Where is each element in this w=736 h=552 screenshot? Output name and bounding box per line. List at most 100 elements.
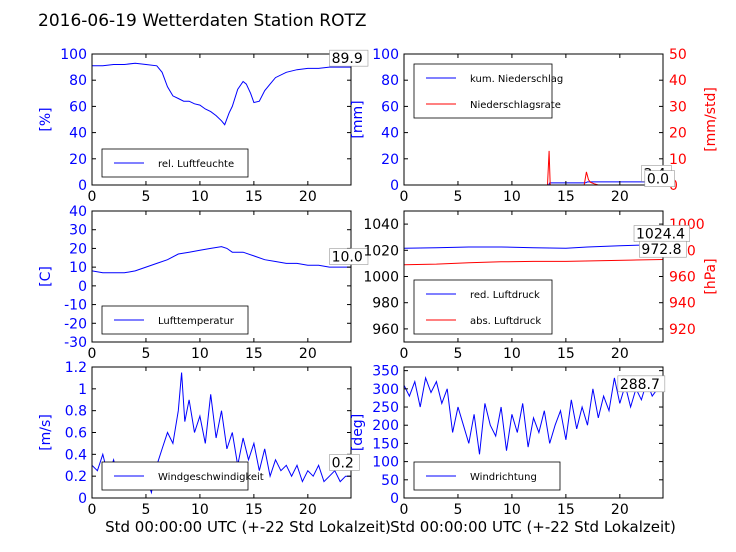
chart-pressure: 0510152096098010001020104092094096098010… <box>363 210 719 362</box>
y-tick-label: 0 <box>78 178 87 194</box>
legend-label: rel. Luftfeuchte <box>158 159 234 170</box>
y-tick-label: 350 <box>372 364 399 380</box>
y-tick-label: 40 <box>69 204 87 220</box>
series-line-pressure-0 <box>404 243 663 249</box>
x-tick-label: 0 <box>400 189 409 205</box>
plot-frame-humidity <box>91 53 352 186</box>
annotation-value: 972.8 <box>641 242 681 258</box>
y2-tick-label: 20 <box>669 126 687 142</box>
x-tick-label: 20 <box>611 346 629 362</box>
y-tick-label: 1.2 <box>65 360 87 376</box>
x-tick-label: 15 <box>557 189 575 205</box>
y-tick-label: 0 <box>390 178 399 194</box>
legend-label: Windrichtung <box>470 472 537 483</box>
series-line-precip-0 <box>404 181 663 185</box>
y-tick-label: 1 <box>78 382 87 398</box>
x-tick-label: 5 <box>141 346 150 362</box>
legend-box-precip <box>413 63 553 119</box>
annotation-box <box>329 454 360 471</box>
series-line-winddir-0 <box>404 376 663 455</box>
x-tick-label: 0 <box>400 346 409 362</box>
x-tick-label: 15 <box>245 502 263 518</box>
annotation-value: 10.0 <box>332 250 363 266</box>
x-tick-label: 15 <box>245 189 263 205</box>
y2-tick-label: 920 <box>669 322 696 338</box>
y2-axis-label-pressure: [hPa] <box>703 258 719 294</box>
legend-label: Lufttemperatur <box>158 316 235 327</box>
y-tick-label: -10 <box>64 298 87 314</box>
y-tick-label: 40 <box>381 126 399 142</box>
x-tick-label: 10 <box>191 346 209 362</box>
series-line-precip-1 <box>404 150 663 185</box>
y-axis-label-precip: [mm] <box>350 100 366 138</box>
annotation-box <box>644 170 675 187</box>
annotation-box <box>329 248 369 265</box>
series-line-humidity-0 <box>92 62 351 126</box>
y2-axis-label-precip: [mm/std] <box>703 87 719 152</box>
x-tick-label: 0 <box>88 502 97 518</box>
annotation-value: 288.7 <box>620 377 660 393</box>
x-tick-label: 5 <box>453 189 462 205</box>
y-tick-label: 20 <box>381 152 399 168</box>
y2-tick-label: 960 <box>669 270 696 286</box>
chart-precip: 0510152002040608010001020304050[mm][mm/s… <box>350 47 719 205</box>
annotation-value: 0.2 <box>332 455 354 471</box>
annotation-value: 89.9 <box>332 51 363 67</box>
y-tick-label: 100 <box>372 455 399 471</box>
y-tick-label: 100 <box>60 47 87 63</box>
y2-tick-label: 40 <box>669 73 687 89</box>
chart-winddir: 0 5 10 15 20050100150200250300350[deg]Windri… <box>350 364 666 518</box>
x-tick-label: 20 <box>611 502 629 518</box>
y-tick-label: 40 <box>69 126 87 142</box>
x-tick-label: 5 <box>453 346 462 362</box>
y-tick-label: 60 <box>69 99 87 115</box>
annotation-value: 0.0 <box>647 172 669 188</box>
y-tick-label: 1000 <box>363 270 399 286</box>
y-tick-label: -30 <box>64 335 87 351</box>
y2-tick-label: 50 <box>669 47 687 63</box>
y-axis-label-temperature: [C] <box>38 266 54 287</box>
y-tick-label: 0.2 <box>65 469 87 485</box>
x-tick-label: 20 <box>299 502 317 518</box>
y-tick-label: 0.4 <box>65 447 87 463</box>
x-tick-label: 10 <box>503 346 521 362</box>
series-line-pressure-1 <box>404 259 663 266</box>
figure-title: 2016-06-19 Wetterdaten Station ROTZ <box>38 11 372 31</box>
chart-windspeed: 0 5 10 15 20 0 0.2 0.4 0.6 0.8 1 1.2 [m/s] Windgeschw… <box>38 360 360 518</box>
x-tick-label: 15 <box>557 502 575 518</box>
y-tick-label: 20 <box>69 241 87 257</box>
plot-frame-precip <box>403 53 664 186</box>
y-tick-label: 0 <box>78 491 87 507</box>
y2-tick-label: 30 <box>669 99 687 115</box>
x-tick-label: 0 <box>88 346 97 362</box>
x-tick-label: 20 <box>299 189 317 205</box>
annotation-box <box>329 49 369 67</box>
y-tick-label: 0 <box>390 491 399 507</box>
x-tick-label: 10 <box>503 189 521 205</box>
x-axis-label-right: Std 00:00:00 UTC (+-22 Std Lokalzeit) <box>390 518 676 536</box>
x-tick-label: 15 <box>557 346 575 362</box>
x-tick-label: 10 <box>503 502 521 518</box>
y-tick-label: 0 <box>78 279 87 295</box>
x-tick-label: 5 <box>141 189 150 205</box>
plot-frame-winddir <box>403 366 664 499</box>
y2-tick-label: 10 <box>669 152 687 168</box>
legend-label: Windgeschwindigkeit <box>158 472 264 483</box>
legend-box-pressure <box>413 279 553 335</box>
x-tick-label: 10 <box>191 189 209 205</box>
legend-label: red. Luftdruck <box>470 290 540 301</box>
y-tick-label: 300 <box>372 382 399 398</box>
x-tick-label: 20 <box>611 189 629 205</box>
y-tick-label: 960 <box>372 322 399 338</box>
y-tick-label: 50 <box>381 473 399 489</box>
y-axis-label-humidity: [%] <box>38 107 54 131</box>
x-tick-label: 0 <box>88 189 97 205</box>
y-tick-label: 20 <box>69 152 87 168</box>
y-tick-label: 80 <box>381 73 399 89</box>
x-tick-label: 15 <box>245 346 263 362</box>
series-line-temperature-0 <box>92 246 351 274</box>
y-tick-label: 250 <box>372 400 399 416</box>
y-tick-label: 1040 <box>363 217 399 233</box>
y-tick-label: 80 <box>69 73 87 89</box>
y-tick-label: 1020 <box>363 243 399 259</box>
